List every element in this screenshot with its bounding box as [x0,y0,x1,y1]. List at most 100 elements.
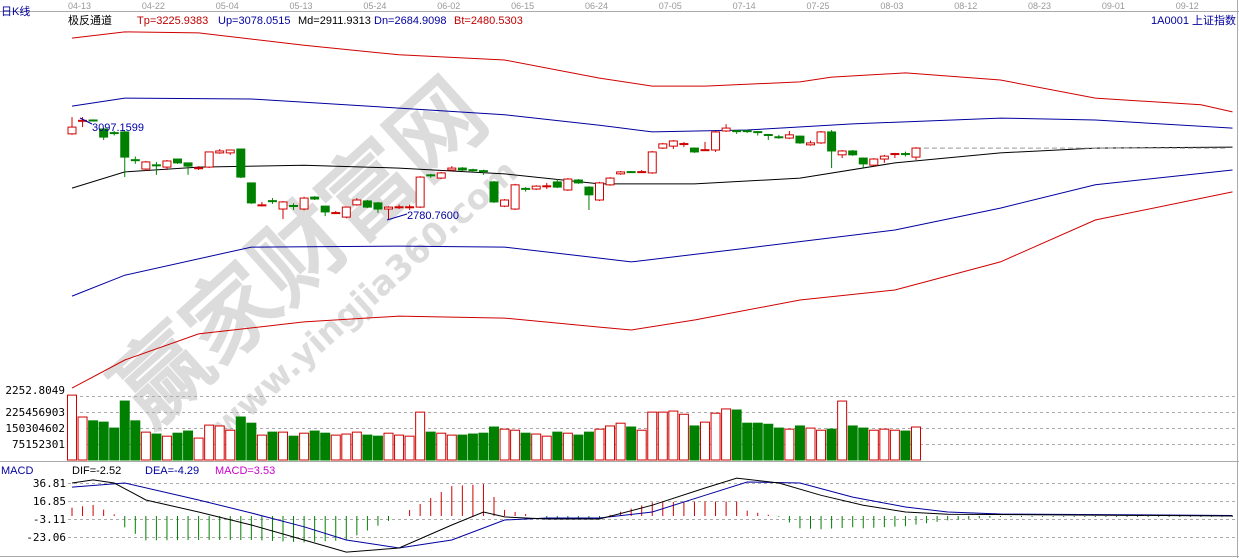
volume-bar [256,434,267,461]
candle-body [99,128,109,138]
candle-body [362,200,372,208]
volume-bar [900,430,911,461]
volume-bar [172,432,183,461]
volume-bar [267,431,278,461]
watermark: 赢家财富网 www.yingjia360.com [93,59,525,447]
candle-body [151,164,161,167]
candle-body [573,179,583,184]
dea-value: DEA=-4.29 [145,465,199,477]
volume-axis-label-1: 75152301 [12,438,65,451]
candles [67,117,921,220]
candle-body [299,197,309,210]
candle-body [552,181,562,188]
candle-body [732,130,742,133]
candle-body [510,184,520,210]
candle-body [563,178,573,191]
period-label[interactable]: 日K线 [1,4,30,18]
tp-line [71,31,1233,113]
candle-body [109,132,119,135]
volume-axis-label-3: 225456903 [5,406,65,419]
candle-body [911,147,921,158]
volume-bar [140,431,151,461]
candle-body [753,131,763,134]
volume-bar [668,410,679,461]
candle-body [88,119,98,122]
up-value: Up=3078.0515 [218,15,290,27]
candle-body [310,196,320,200]
volume-bar [478,432,489,461]
volume-bar [510,429,521,461]
candle-body [447,167,457,171]
volume-bar [499,428,510,461]
volume-bar [467,433,478,461]
date-label: 05-13 [290,1,313,11]
volume-bar [151,433,162,461]
volume-bar [710,412,721,461]
volume-bar [88,420,99,461]
volume-bar [98,421,109,461]
volume-bar [330,434,341,461]
candle-body [890,153,900,156]
volume-bar [742,422,753,461]
volume-bar [816,429,827,461]
dn-value: Dn=2684.9098 [374,15,446,27]
volume-bar [615,422,626,461]
volume-bar [183,430,194,461]
candle-body [457,167,467,171]
low-annotation: 2780.7600 [407,210,459,222]
candle-body [278,201,288,210]
dif-value: DIF=-2.52 [72,465,121,477]
candle-body [689,147,699,153]
candle-body [257,204,267,207]
candle-body [848,150,858,156]
volume-bar [784,428,795,461]
volume-bar [700,421,710,461]
date-label: 09-12 [1176,1,1199,11]
volume-bar [752,422,763,461]
date-label: 08-23 [1028,1,1051,11]
candle-body [331,212,341,215]
volume-bar [130,420,141,461]
candle-body [658,143,668,149]
volume-bar [320,432,331,461]
volume-bar [214,425,225,461]
volume-bar [446,434,457,461]
volume-bar [773,427,784,461]
volume-bar [837,400,848,461]
date-label: 04-22 [142,1,165,11]
candle-body [742,130,752,133]
candle-body [173,158,182,164]
high-annotation: 3097.1599 [92,122,144,134]
candle-body [616,171,626,175]
volume-bar [246,422,257,461]
candle-body [320,205,330,213]
candle-body [352,199,362,206]
volume-bar [204,424,215,461]
dea-line [71,481,1233,549]
macd-label[interactable]: MACD [1,465,33,477]
date-label: 05-24 [363,1,386,11]
candle-body [869,158,879,166]
volume-bar [636,429,647,461]
price-axis-bottom-label: 2252.8049 [5,384,65,397]
volume-bar [351,431,362,461]
candle-body [341,206,351,218]
date-label: 04-13 [68,1,91,11]
candle-body [289,204,299,207]
volume-bar [415,411,426,461]
volume-bar [77,416,88,461]
candle-body [784,134,794,139]
candle-body [521,187,531,190]
volume-bar [552,431,563,461]
candle-body [215,150,225,154]
candle-body [130,159,140,162]
candle-body [415,176,425,208]
macd-value: MACD=3.53 [215,465,275,477]
candle-body [183,162,193,167]
candle-body [668,140,678,147]
volume-bar [689,425,700,461]
date-label: 07-14 [733,1,756,11]
volume-bar [383,432,394,461]
volume-bar [541,435,552,461]
